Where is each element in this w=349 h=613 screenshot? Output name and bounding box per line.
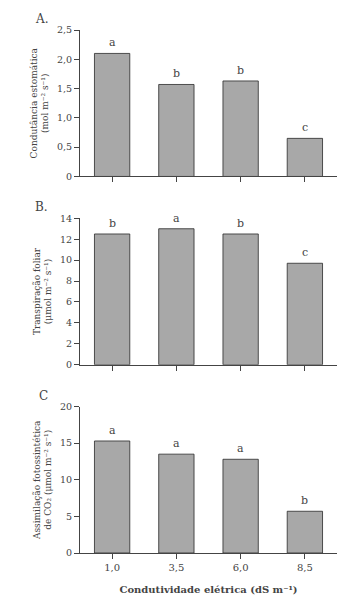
- svg-text:5: 5: [66, 511, 72, 522]
- svg-text:Transpiração foliar(μmol m⁻² s: Transpiração foliar(μmol m⁻² s⁻¹): [32, 247, 54, 335]
- svg-text:b: b: [173, 67, 180, 80]
- svg-text:14: 14: [60, 213, 72, 224]
- svg-text:a: a: [237, 442, 244, 455]
- svg-text:B.: B.: [35, 200, 48, 214]
- svg-text:10: 10: [60, 474, 72, 485]
- svg-text:b: b: [301, 494, 308, 507]
- svg-text:a: a: [109, 36, 116, 49]
- svg-text:c: c: [302, 246, 308, 259]
- svg-text:10: 10: [60, 254, 72, 265]
- svg-text:8,5: 8,5: [297, 562, 313, 573]
- svg-text:20: 20: [60, 401, 72, 412]
- svg-text:6: 6: [66, 296, 72, 307]
- svg-text:4: 4: [66, 317, 72, 328]
- svg-text:a: a: [173, 437, 180, 450]
- svg-text:a: a: [173, 212, 180, 225]
- svg-text:Condutividade elétrica (dS m⁻¹: Condutividade elétrica (dS m⁻¹): [119, 584, 297, 595]
- svg-text:1,5: 1,5: [57, 83, 72, 94]
- svg-text:0: 0: [66, 547, 72, 558]
- svg-text:3,5: 3,5: [168, 562, 184, 573]
- svg-text:6,0: 6,0: [233, 562, 249, 573]
- svg-text:1,0: 1,0: [104, 562, 120, 573]
- svg-text:A.: A.: [35, 12, 48, 26]
- svg-text:C: C: [39, 389, 48, 403]
- svg-text:c: c: [302, 121, 308, 134]
- svg-text:a: a: [109, 424, 116, 437]
- svg-text:2,5: 2,5: [57, 24, 72, 35]
- svg-text:0,5: 0,5: [57, 141, 72, 152]
- svg-text:12: 12: [60, 234, 72, 245]
- svg-text:2,0: 2,0: [57, 54, 72, 65]
- svg-text:15: 15: [60, 437, 72, 448]
- svg-text:b: b: [237, 217, 244, 230]
- svg-text:Condutância estomática(mol m⁻²: Condutância estomática(mol m⁻² s⁻¹): [29, 47, 51, 158]
- svg-text:0: 0: [66, 171, 72, 182]
- svg-text:Assimilação fotossintéticade C: Assimilação fotossintéticade CO₂ (μmol m…: [32, 420, 54, 540]
- svg-text:1,0: 1,0: [57, 112, 72, 123]
- svg-text:b: b: [237, 64, 244, 77]
- svg-text:2: 2: [66, 338, 72, 349]
- svg-text:b: b: [109, 217, 116, 230]
- svg-text:8: 8: [66, 275, 72, 286]
- svg-text:0: 0: [66, 359, 72, 370]
